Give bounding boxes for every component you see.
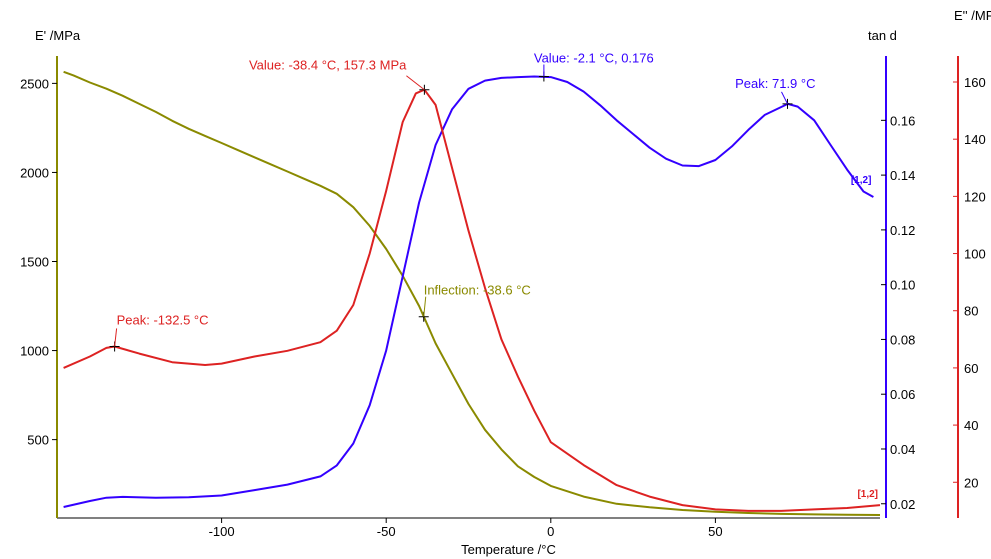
annotation-layer: Value: -38.4 °C, 157.3 MPa Value: -2.1 °C… [109,51,878,500]
end-marker-label: [1,2] [857,489,878,500]
annotation-leader [781,91,788,105]
series-line-right2 [63,88,881,512]
right2-tick-label: 20 [964,475,978,490]
right2-tick-label: 140 [964,132,986,147]
left-tick-label: 2500 [20,76,49,91]
left-tick-label: 500 [27,433,49,448]
annotation-label: Peak: -132.5 °C [117,312,209,327]
right1-tick-label: 0.14 [890,168,915,183]
right1-tick-label: 0.06 [890,387,915,402]
left-tick-label: 1500 [20,255,49,270]
series-line-left [63,70,881,516]
right1-tick-label: 0.04 [890,442,915,457]
annotation-label: Inflection: -38.6 °C [424,283,531,298]
right2-tick-label: 120 [964,189,986,204]
right1-tick-label: 0.16 [890,113,915,128]
series-line-right1 [63,75,874,508]
right2-tick-label: 60 [964,361,978,376]
right2-tick-label: 40 [964,418,978,433]
x-axis-label: Temperature /°C [461,542,556,557]
left-tick-label: 1000 [20,344,49,359]
axes-group: -100 -50 0 50 Temperature /°C 500 1000 1500 2000… [20,8,991,557]
right2-axis-label: E'' /MPa [954,8,991,23]
series-layer [63,70,881,516]
right1-tick-label: 0.08 [890,332,915,347]
annotation-leader [114,328,118,347]
annotation-label: Value: -38.4 °C, 157.3 MPa [249,58,407,73]
annotation-marker [782,98,793,109]
right1-tick-label: 0.02 [890,497,915,512]
x-tick-label: 0 [547,524,554,539]
annotation-label: Peak: 71.9 °C [735,76,815,91]
x-tick-label: -50 [377,524,396,539]
right1-tick-label: 0.12 [890,223,915,238]
left-axis-label: E' /MPa [35,28,81,43]
left-tick-label: 2000 [20,165,49,180]
annotation-leader [406,75,425,91]
x-tick-label: 50 [708,524,722,539]
right2-tick-label: 160 [964,75,986,90]
right1-axis-label: tan d [868,28,897,43]
annotation-label: Value: -2.1 °C, 0.176 [534,51,654,66]
right2-tick-label: 100 [964,247,986,262]
end-marker-label: [1,2] [851,175,872,186]
right2-tick-label: 80 [964,304,978,319]
x-tick-label: -100 [209,524,235,539]
annotation-leader [423,296,427,317]
right1-tick-label: 0.10 [890,278,915,293]
